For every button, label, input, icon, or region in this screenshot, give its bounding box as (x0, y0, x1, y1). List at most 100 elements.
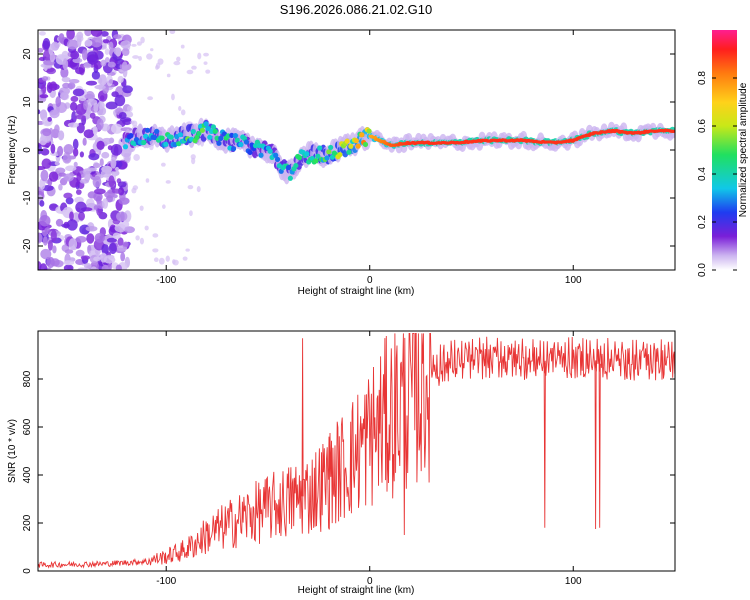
heatmap-cell (106, 237, 117, 243)
heatmap-cell (287, 175, 293, 181)
heatmap-cell (94, 188, 106, 195)
heatmap-cell (100, 169, 112, 178)
heatmap-cell (203, 52, 209, 57)
heatmap-cell (102, 198, 109, 209)
heatmap-cell (218, 135, 224, 141)
heatmap-cell (59, 91, 69, 101)
heatmap-cell (87, 191, 97, 199)
heatmap-cell (69, 101, 78, 112)
heatmap-cell (146, 53, 153, 60)
heatmap-cell (49, 52, 56, 63)
heatmap-cell (107, 61, 116, 68)
heatmap-cell (70, 95, 79, 102)
heatmap-cell (139, 237, 145, 245)
heatmap-cell (145, 178, 150, 183)
heatmap-cell (258, 152, 264, 158)
heatmap-cell (87, 54, 99, 65)
heatmap-cell (117, 237, 124, 247)
heatmap-cell (132, 55, 140, 59)
heatmap-cell (60, 209, 72, 215)
snr-y-label: SNR (10 * v/v) (7, 419, 18, 483)
heatmap-cell (172, 259, 179, 266)
heatmap-cell (46, 256, 55, 269)
heatmap-cell (83, 100, 88, 110)
heatmap-cell (57, 130, 65, 141)
heatmap-cell (162, 204, 166, 209)
heatmap-cell (99, 158, 104, 167)
colorbar-tick-label: 0.6 (697, 119, 708, 133)
heatmap-cell (39, 31, 46, 36)
heatmap-cell (68, 238, 78, 251)
heatmap-cell (234, 137, 240, 143)
heatmap-cell (186, 69, 194, 75)
heatmap-cell (196, 186, 201, 193)
heatmap-cell (112, 232, 121, 240)
heatmap-cell (65, 165, 77, 172)
heatmap-cell (147, 96, 154, 101)
heatmap-cell (205, 69, 211, 74)
heatmap-cell (100, 59, 107, 67)
heatmap-cell (38, 166, 46, 171)
heatmap-cell (101, 151, 110, 159)
heatmap-cell (247, 149, 253, 156)
heatmap-cell (267, 148, 273, 154)
spectrogram-y-label: Frequency (Hz) (7, 116, 18, 185)
heatmap-cell (86, 233, 95, 244)
snr-xtick-label: 0 (367, 576, 373, 587)
spectrogram-ytick-label: 0 (22, 147, 33, 153)
heatmap-cell (77, 267, 88, 270)
spectrogram-ytick-label: -20 (22, 238, 33, 253)
heatmap-cell (96, 118, 104, 131)
spectrogram-ytick-label: 20 (22, 48, 33, 60)
heatmap-cell (100, 31, 109, 37)
snr-xtick-label: -100 (156, 576, 176, 587)
heatmap-cell (84, 39, 93, 47)
heatmap-cell (121, 61, 128, 72)
heatmap-cell (178, 105, 182, 112)
heatmap-cell (136, 41, 142, 46)
colorbar-tick-label: 0.0 (697, 263, 708, 277)
spectrogram-ytick-label: -10 (22, 190, 33, 205)
heatmap-cell (55, 96, 61, 108)
heatmap-cell (101, 264, 109, 270)
heatmap-cell (44, 227, 51, 234)
heatmap-cell (69, 211, 74, 221)
heatmap-cell (366, 128, 372, 134)
heatmap-cell (108, 41, 114, 51)
heatmap-cell (83, 263, 92, 269)
heatmap-cell (114, 94, 126, 107)
heatmap-cell (214, 135, 220, 141)
heatmap-cell (104, 48, 110, 55)
heatmap-cell (98, 74, 107, 86)
heatmap-cell (296, 155, 303, 161)
heatmap-cell (90, 30, 103, 37)
heatmap-cell (207, 134, 213, 140)
heatmap-cell (108, 79, 114, 84)
heatmap-cell (158, 257, 165, 265)
heatmap-cell (63, 260, 75, 266)
snr-axes: -100 0 100 0 200 400 600 800 (22, 331, 675, 587)
colorbar-label: Normalized spectral amplitude (738, 82, 749, 217)
heatmap-cell (102, 39, 110, 44)
heatmap-cell (116, 211, 128, 222)
heatmap-cell (197, 52, 202, 60)
heatmap-cell (160, 162, 166, 167)
heatmap-cell (110, 156, 117, 169)
snr-ytick-label: 400 (22, 466, 33, 483)
heatmap-cell (212, 128, 218, 134)
heatmap-cell (143, 133, 149, 139)
heatmap-cell (38, 144, 42, 155)
heatmap-cell (326, 149, 332, 155)
heatmap-cell (203, 121, 209, 127)
heatmap-cell (105, 101, 118, 110)
heatmap-cell (168, 134, 174, 140)
heatmap-cell (119, 219, 130, 229)
heatmap-cell (73, 161, 78, 168)
heatmap-cell (196, 130, 202, 137)
heatmap-cell (203, 61, 208, 65)
heatmap-cell (70, 50, 80, 60)
heatmap-cell (100, 252, 108, 263)
heatmap-cell (133, 154, 140, 161)
heatmap-cell (344, 138, 350, 144)
